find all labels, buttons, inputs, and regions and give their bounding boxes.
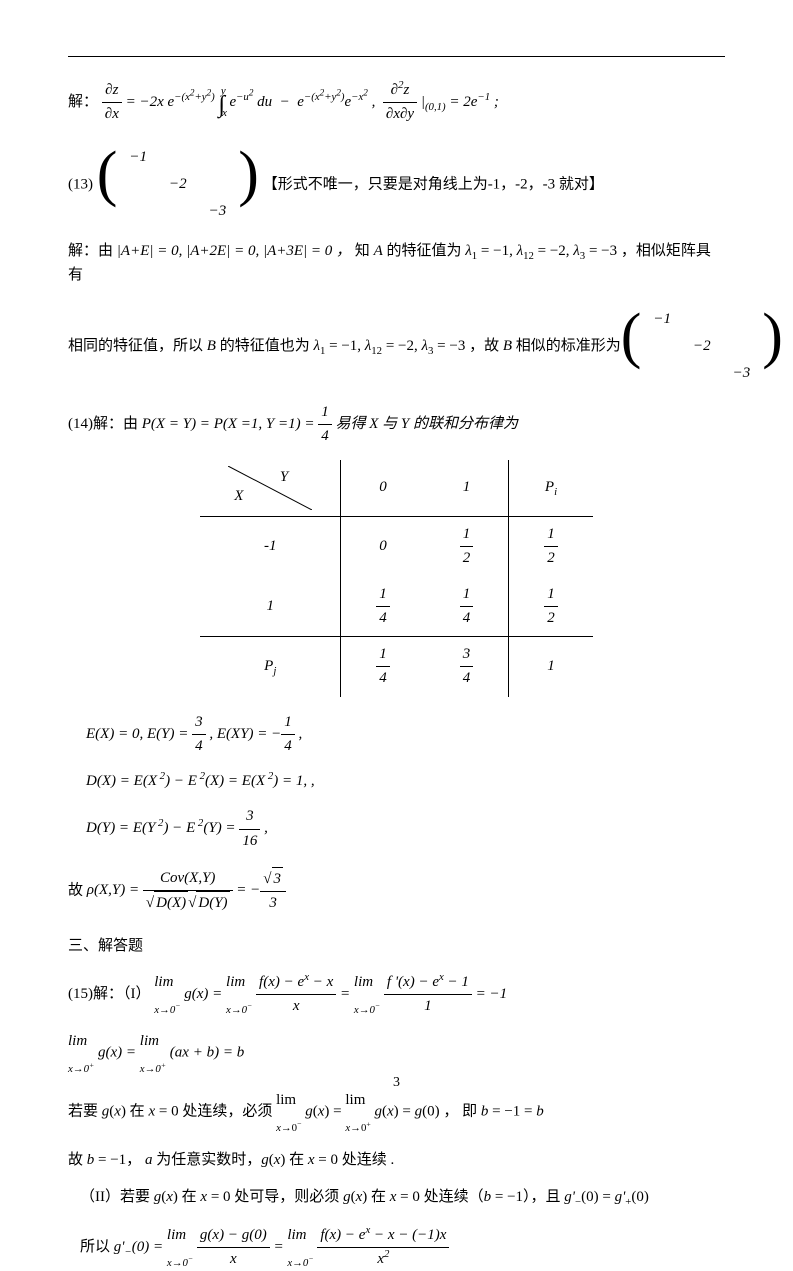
diag-y: Y xyxy=(280,466,288,489)
r2-1: 14 xyxy=(425,577,509,637)
r1-1: 12 xyxy=(425,517,509,577)
exy-1: D(X) = E(X 2) − E 2(X) = E(X 2) = 1, , xyxy=(86,770,725,793)
item14-line: (14)解：由 P(X = Y) = P(X =1, Y =1) = 14 易得… xyxy=(68,401,725,449)
exy-0: E(X) = 0, E(Y) = 34 , E(XY) = −14 , xyxy=(86,711,725,759)
diag-x: X xyxy=(234,485,243,508)
q15-t2: 故 b = −1， a 为任意实数时，g(x) 在 x = 0 处连续 . xyxy=(68,1149,725,1172)
r1-x: -1 xyxy=(200,517,341,577)
r1-0: 0 xyxy=(341,517,425,577)
item14-pre: (14)解：由 xyxy=(68,416,138,432)
sol13-dets: |A+E| = 0, |A+2E| = 0, |A+3E| = 0 ， xyxy=(117,243,351,259)
q15-eq3: g'−(0) = limx→0− g(x) − g(0)x = limx→0− … xyxy=(114,1239,450,1255)
section-3: 三、解答题 xyxy=(68,935,725,958)
exy-2: D(Y) = E(Y 2) − E 2(Y) = 316 , xyxy=(86,805,725,853)
sol-label: 解： xyxy=(68,94,98,110)
sol13-pre: 解：由 xyxy=(68,243,113,259)
q15-eq3-pre: 所以 xyxy=(80,1239,114,1255)
sol13-line2: 相同的特征值，所以 B 的特征值也为 λ1 = −1, λ12 = −2, λ3… xyxy=(68,305,725,389)
item14-eq: P(X = Y) = P(X =1, Y =1) = 14 易得 X 与 Y 的… xyxy=(142,416,518,432)
item13-matrix: ( −1−2−3 ) xyxy=(97,143,259,227)
matrix-body: −1−2−3 xyxy=(119,145,236,225)
q15-t1: 若要 g(x) 在 x = 0 处连续，必须 limx→0− g(x) = li… xyxy=(68,1089,725,1136)
q15-line1: (15)解：（I） limx→0− g(x) = limx→0− f(x) − … xyxy=(68,971,725,1019)
col-pi: Pi xyxy=(509,460,593,517)
rho-pre: 故 xyxy=(68,882,83,898)
r1-p: 12 xyxy=(509,517,593,577)
r2-0: 14 xyxy=(341,577,425,637)
item13-matrix2: ( −1−2−3 ) xyxy=(621,305,783,389)
joint-table: X Y 0 1 Pi -1 0 12 12 1 14 14 12 Pj 14 3… xyxy=(200,460,593,697)
r2-p: 12 xyxy=(509,577,593,637)
r2-x: 1 xyxy=(200,577,341,637)
expectations: E(X) = 0, E(Y) = 34 , E(XY) = −14 , D(X)… xyxy=(86,711,725,853)
q15-lhs: (15)解：（I） xyxy=(68,986,151,1002)
eq12: ∂z∂x = −2x e−(x2+y2) ∫xy e−u2 du − e−(x2… xyxy=(102,94,499,110)
q15-eq2: limx→0+ g(x) = limx→0+ (ax + b) = b xyxy=(68,1030,725,1077)
item13-note: 【形式不唯一，只要是对角线上为-1，-2，-3 就对】 xyxy=(263,176,604,192)
item13-label: (13) xyxy=(68,176,93,192)
col-1: 1 xyxy=(425,460,509,517)
rf-pj: Pj xyxy=(200,637,341,697)
q15-eq3-line: 所以 g'−(0) = limx→0− g(x) − g(0)x = limx→… xyxy=(68,1224,725,1271)
q15-ii: （II）若要 g(x) 在 x = 0 处可导，则必须 g(x) 在 x = 0… xyxy=(68,1186,725,1209)
sol13-mid2: 相同的特征值，所以 B 的特征值也为 λ1 = −1, λ12 = −2, λ3… xyxy=(68,335,621,358)
sol13-line1: 解：由 |A+E| = 0, |A+2E| = 0, |A+3E| = 0 ， … xyxy=(68,240,725,287)
diag-header: X Y xyxy=(228,466,312,510)
rf-0: 14 xyxy=(341,637,425,697)
col-0: 0 xyxy=(341,460,425,517)
q15-eq1: limx→0− g(x) = limx→0− f(x) − ex − xx = … xyxy=(154,986,507,1002)
top-rule xyxy=(68,56,725,57)
matrix-body2: −1−2−3 xyxy=(643,307,760,387)
rho-eq: ρ(X,Y) = Cov(X,Y)√D(X)√D(Y) = −√33 xyxy=(87,882,286,898)
item13: (13) ( −1−2−3 ) 【形式不唯一，只要是对角线上为-1，-2，-3 … xyxy=(68,143,725,227)
rho-line: 故 ρ(X,Y) = Cov(X,Y)√D(X)√D(Y) = −√33 xyxy=(68,867,725,916)
page-number: 3 xyxy=(0,1072,793,1094)
eq12-line: 解： ∂z∂x = −2x e−(x2+y2) ∫xy e−u2 du − e−… xyxy=(68,79,725,127)
rf-p: 1 xyxy=(509,637,593,697)
rf-1: 34 xyxy=(425,637,509,697)
